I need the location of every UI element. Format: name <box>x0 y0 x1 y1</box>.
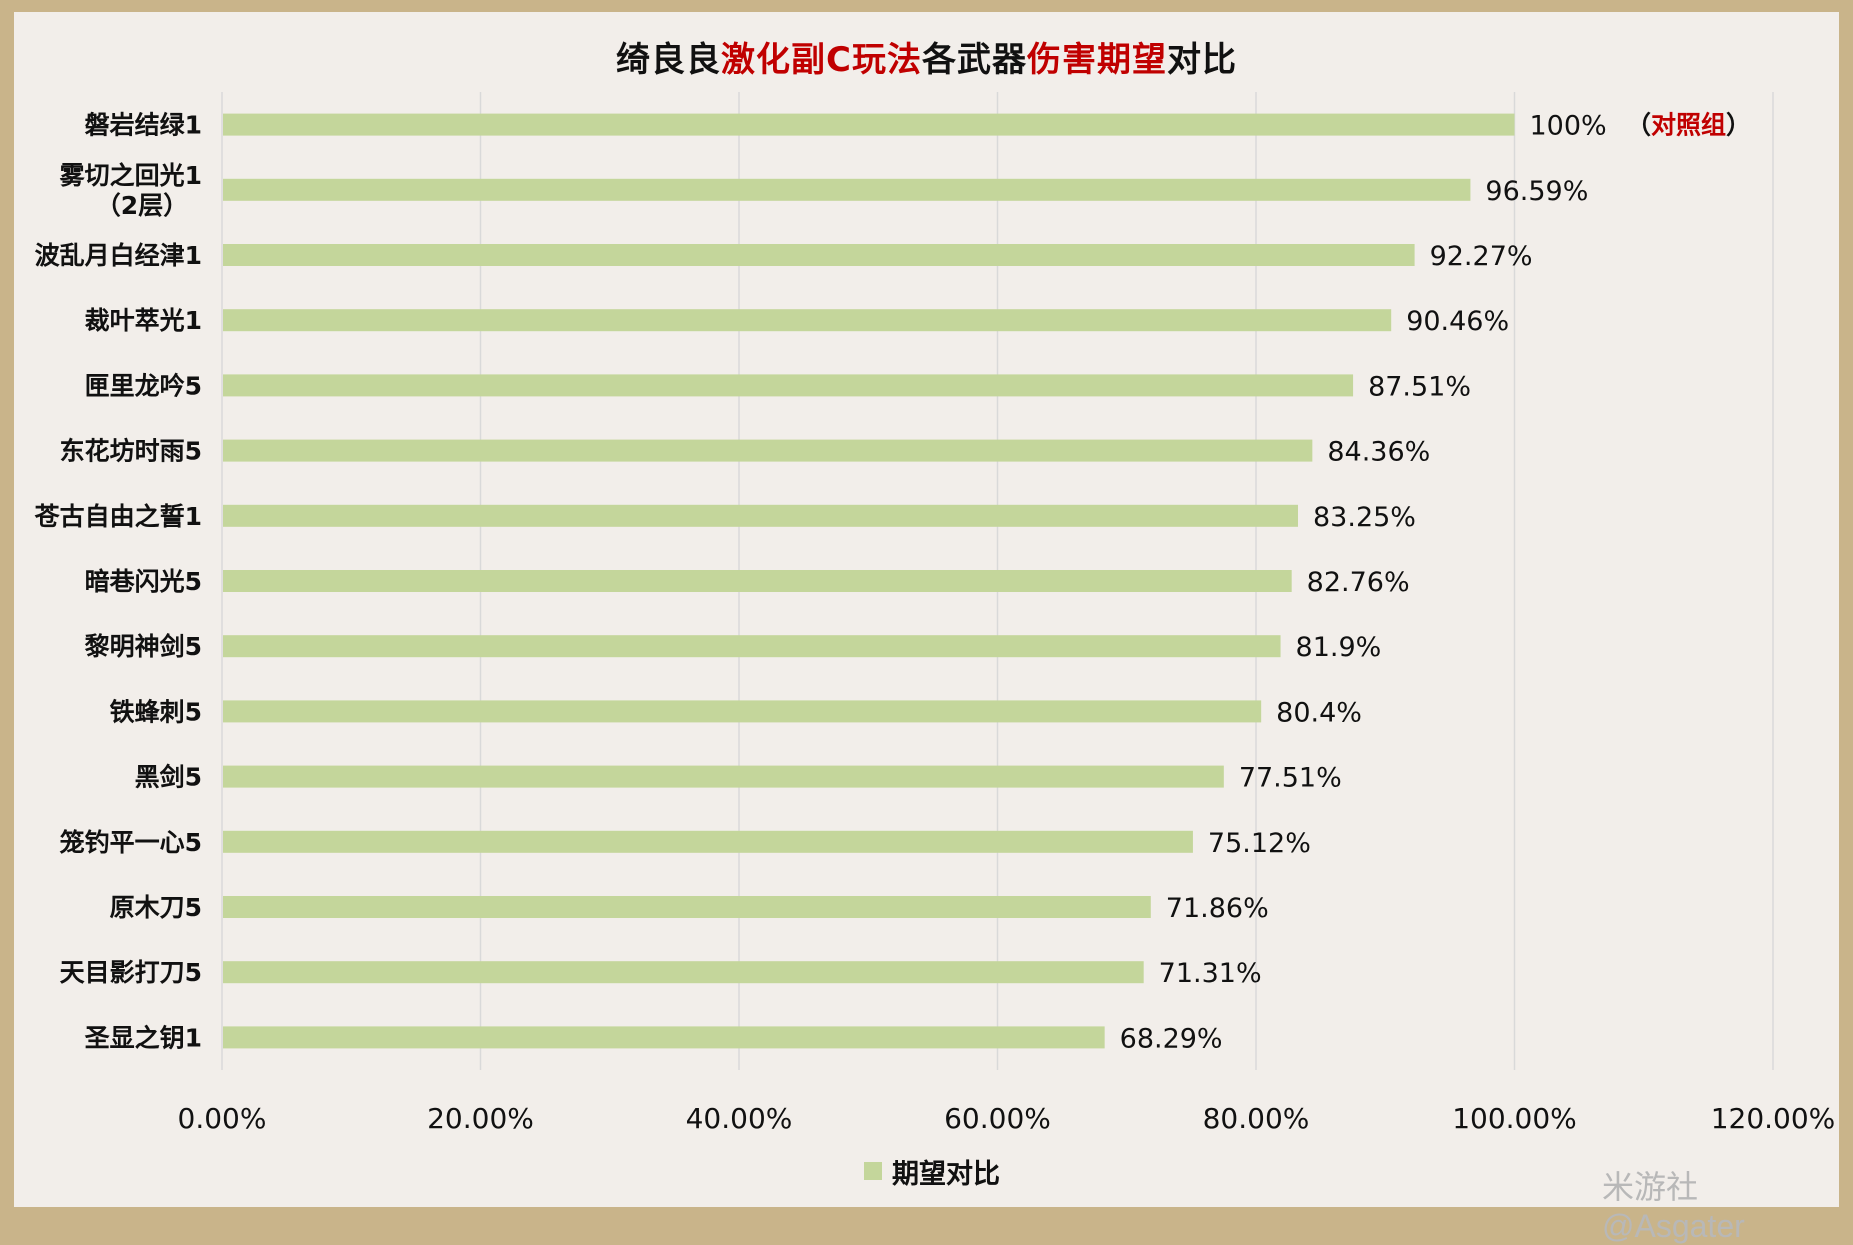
chart-frame: 绮良良激化副C玩法各武器伤害期望对比 0.00% 20.00% 40.00% 60.0… <box>14 12 1839 1244</box>
bar <box>223 309 1392 332</box>
data-label: 80.4% <box>1276 697 1362 728</box>
category-label: 黑剑5 <box>135 763 202 792</box>
bar <box>223 765 1224 788</box>
category-label: 暗巷闪光5 <box>85 567 202 596</box>
bar <box>223 635 1281 658</box>
data-label: 87.51% <box>1368 371 1471 402</box>
bar <box>223 1026 1105 1049</box>
chart-title: 绮良良激化副C玩法各武器伤害期望对比 <box>14 32 1839 81</box>
category-label: 匣里龙吟5 <box>85 371 202 400</box>
data-label: 84.36% <box>1327 437 1430 468</box>
category-label: 磐岩结绿1 <box>85 111 202 140</box>
legend-swatch <box>864 1162 882 1180</box>
data-label: 71.86% <box>1166 893 1269 924</box>
annotation-control-group: （对照组） <box>1626 111 1751 140</box>
category-label: 笼钓平一心5 <box>60 828 202 857</box>
title-segment: 激化副C玩法 <box>721 40 922 80</box>
legend-label: 期望对比 <box>892 1158 1000 1190</box>
x-tick-label: 100.00% <box>1452 1102 1577 1135</box>
data-label: 90.46% <box>1406 306 1509 337</box>
title-segment: 各武器 <box>921 40 1027 80</box>
bar <box>223 374 1354 397</box>
bar <box>223 178 1471 201</box>
bar <box>223 244 1415 266</box>
x-tick-label: 40.00% <box>686 1102 793 1135</box>
data-label: 75.12% <box>1208 828 1311 859</box>
x-tick-label: 60.00% <box>944 1102 1051 1135</box>
category-label: 苍古自由之誓1 <box>34 502 202 531</box>
data-label: 82.76% <box>1307 567 1410 598</box>
x-tick-label: 20.00% <box>427 1102 534 1135</box>
data-label: 100% <box>1530 111 1607 142</box>
bar <box>223 113 1515 136</box>
x-tick-label: 0.00% <box>178 1102 267 1135</box>
legend: 期望对比 <box>864 1154 1000 1190</box>
x-tick-label: 80.00% <box>1203 1102 1310 1135</box>
bar <box>223 570 1292 592</box>
category-label: 天目影打刀5 <box>60 958 202 987</box>
title-segment: 伤害期望 <box>1026 40 1167 80</box>
watermark: 米游社@Asgater <box>1602 1169 1745 1244</box>
category-label: 波乱月白经津1 <box>35 241 202 270</box>
category-label: 东花坊时雨5 <box>60 437 202 466</box>
bar <box>223 700 1262 723</box>
data-label: 77.51% <box>1239 763 1342 794</box>
data-label: 92.27% <box>1430 241 1533 272</box>
category-label: 原木刀5 <box>110 893 202 922</box>
category-label: 裁叶萃光1 <box>85 306 202 335</box>
x-tick-label: 120.00% <box>1711 1102 1836 1135</box>
category-label: 黎明神剑5 <box>85 632 202 661</box>
bar-chart: 0.00% 20.00% 40.00% 60.00% 80.00% 100.00% 120.… <box>34 92 1836 1135</box>
category-label: 铁蜂刺5 <box>110 697 202 726</box>
category-label: 圣显之钥1 <box>85 1023 202 1052</box>
category-label: 雾切之回光1 <box>60 161 202 190</box>
data-label: 71.31% <box>1159 958 1262 989</box>
bar <box>223 504 1299 527</box>
bar <box>223 439 1313 462</box>
bar <box>223 830 1193 853</box>
data-label: 83.25% <box>1313 502 1416 533</box>
title-segment: 绮良良 <box>616 40 722 80</box>
bar <box>223 961 1144 984</box>
bar <box>223 896 1151 918</box>
title-segment: 对比 <box>1166 40 1237 80</box>
data-label: 96.59% <box>1485 176 1588 207</box>
data-label: 81.9% <box>1296 632 1382 663</box>
category-label: （2层） <box>96 191 188 220</box>
data-label: 68.29% <box>1120 1023 1223 1054</box>
